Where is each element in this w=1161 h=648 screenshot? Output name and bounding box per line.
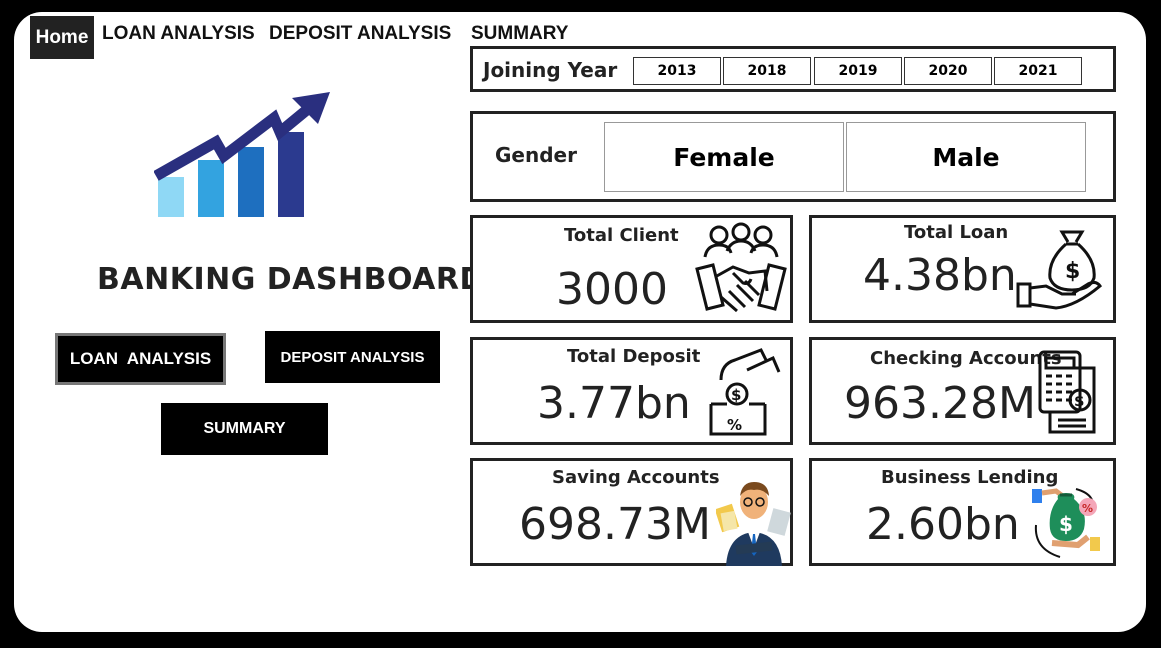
kpi-total-client-card: Total Client 3000 — [470, 215, 793, 323]
deposit-analysis-button[interactable]: DEPOSIT ANALYSIS — [265, 331, 440, 383]
kpi-business-lending-title: Business Lending — [881, 467, 1059, 488]
svg-text:$: $ — [1074, 392, 1084, 410]
gender-female-button[interactable]: Female — [604, 122, 844, 192]
loan-analysis-button[interactable]: LOAN ANALYSIS — [55, 333, 226, 385]
kpi-saving-accounts-value: 698.73M — [519, 499, 711, 550]
kpi-business-lending-value: 2.60bn — [866, 499, 1020, 550]
kpi-total-client-title: Total Client — [564, 225, 679, 246]
calculator-receipt-icon: $ — [1038, 350, 1096, 434]
year-2013-button[interactable]: 2013 — [633, 57, 721, 85]
nav-summary[interactable]: SUMMARY — [471, 23, 569, 44]
kpi-total-deposit-card: Total Deposit 3.77bn $ % — [470, 337, 793, 445]
kpi-business-lending-card: Business Lending 2.60bn $ % — [809, 458, 1116, 566]
dashboard-title: BANKING DASHBOARD — [97, 262, 485, 297]
kpi-total-loan-title: Total Loan — [904, 222, 1009, 243]
kpi-total-deposit-title: Total Deposit — [567, 346, 701, 367]
svg-text:$: $ — [1065, 259, 1080, 284]
handshake-icon — [695, 222, 787, 313]
gender-filter: Gender Female Male — [470, 111, 1116, 202]
growth-chart-logo-icon — [154, 92, 330, 217]
kpi-total-loan-card: Total Loan 4.38bn $ — [809, 215, 1116, 323]
svg-text:%: % — [1082, 502, 1093, 515]
year-2018-button[interactable]: 2018 — [723, 57, 811, 85]
year-2021-button[interactable]: 2021 — [994, 57, 1082, 85]
kpi-total-deposit-value: 3.77bn — [537, 378, 691, 429]
kpi-checking-accounts-title: Checking Accounts — [870, 348, 1062, 369]
money-bag-hand-icon: $ — [1016, 230, 1102, 310]
nav-deposit-analysis[interactable]: DEPOSIT ANALYSIS — [269, 23, 452, 44]
kpi-total-loan-value: 4.38bn — [863, 250, 1017, 301]
kpi-checking-accounts-value: 963.28M — [844, 378, 1036, 429]
joining-year-filter: Joining Year 2013 2018 2019 2020 2021 — [470, 46, 1116, 92]
kpi-total-client-value: 3000 — [556, 264, 668, 315]
kpi-saving-accounts-title: Saving Accounts — [552, 467, 720, 488]
year-2020-button[interactable]: 2020 — [904, 57, 992, 85]
dashboard-canvas: Home LOAN ANALYSIS DEPOSIT ANALYSIS SUMM… — [14, 12, 1146, 632]
joining-year-label: Joining Year — [483, 58, 618, 82]
kpi-checking-accounts-card: Checking Accounts 963.28M $ — [809, 337, 1116, 445]
businessman-icon — [716, 482, 791, 566]
summary-button[interactable]: SUMMARY — [161, 403, 328, 455]
gender-label: Gender — [495, 143, 577, 167]
year-2019-button[interactable]: 2019 — [814, 57, 902, 85]
lending-cycle-icon: $ % — [1032, 488, 1100, 558]
deposit-coin-icon: $ % — [709, 348, 781, 436]
svg-text:%: % — [727, 416, 742, 434]
svg-text:$: $ — [1059, 512, 1073, 536]
nav-home-button[interactable]: Home — [30, 16, 94, 59]
nav-loan-analysis[interactable]: LOAN ANALYSIS — [102, 23, 255, 44]
svg-text:$: $ — [731, 386, 741, 404]
gender-male-button[interactable]: Male — [846, 122, 1086, 192]
kpi-saving-accounts-card: Saving Accounts 698.73M — [470, 458, 793, 566]
